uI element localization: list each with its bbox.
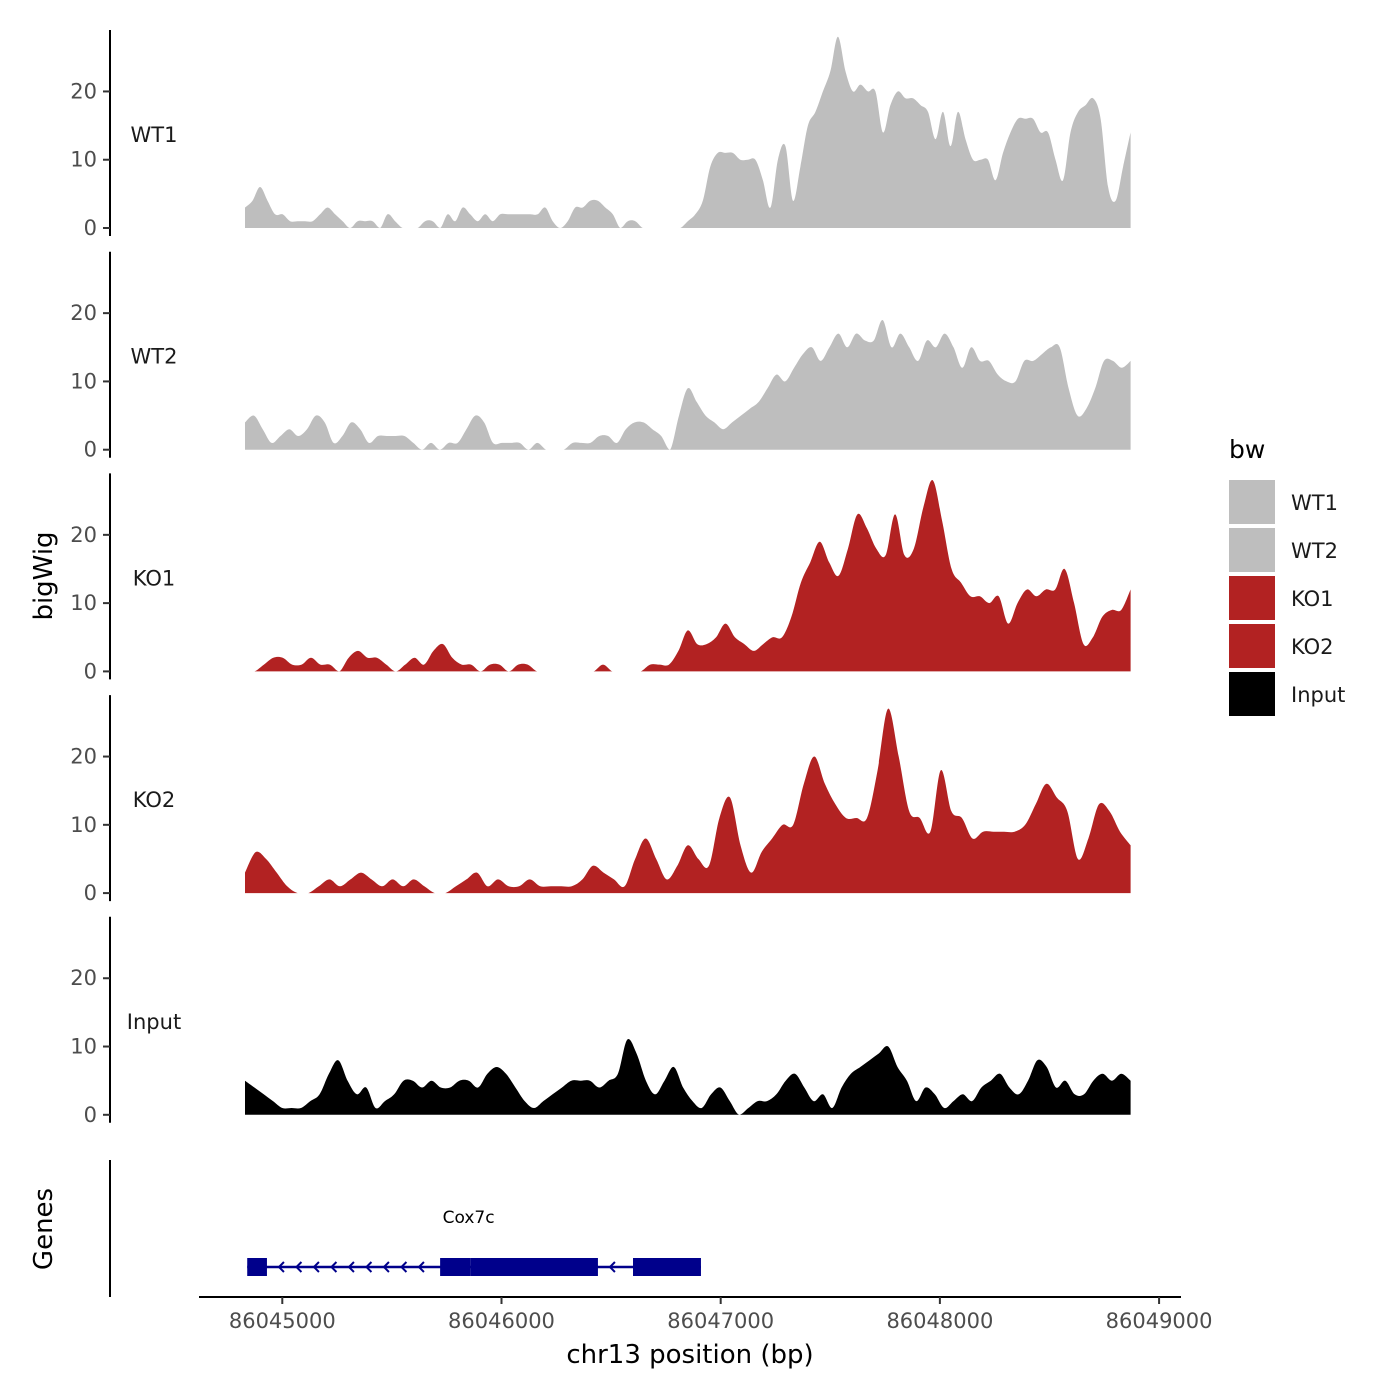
x-axis-title: chr13 position (bp) bbox=[566, 1340, 813, 1370]
exon-block bbox=[247, 1258, 267, 1276]
y-tick-label-ko2: 10 bbox=[70, 813, 97, 837]
x-tick-label: 86045000 bbox=[229, 1309, 336, 1333]
exon-block bbox=[633, 1258, 701, 1276]
x-tick-label: 86049000 bbox=[1106, 1309, 1213, 1333]
track-label-ko2: KO2 bbox=[133, 788, 176, 812]
x-tick-label: 86048000 bbox=[886, 1309, 993, 1333]
strand-arrow bbox=[382, 1261, 390, 1273]
y-tick-label-ko1: 20 bbox=[70, 523, 97, 547]
legend-label-wt1: WT1 bbox=[1291, 491, 1338, 515]
y-tick-label-wt2: 20 bbox=[70, 301, 97, 325]
gene-panel: Cox7c bbox=[109, 1160, 701, 1297]
y-axis-title: bigWig bbox=[29, 531, 59, 620]
legend-swatch-ko2 bbox=[1229, 624, 1275, 668]
y-tick-label-ko2: 0 bbox=[84, 881, 97, 905]
x-tick-label: 86046000 bbox=[448, 1309, 555, 1333]
y-tick-label-wt1: 20 bbox=[70, 79, 97, 103]
track-wt2: 0 10 20 WT2 bbox=[70, 251, 1131, 462]
x-axis: 86045000 86046000 86047000 86048000 86049000 bbox=[199, 1296, 1213, 1333]
legend-label-wt2: WT2 bbox=[1291, 539, 1338, 563]
strand-arrow bbox=[608, 1261, 616, 1273]
legend-label-input: Input bbox=[1291, 683, 1345, 707]
coverage-area-ko1 bbox=[245, 480, 1131, 672]
y-tick-label-input: 10 bbox=[70, 1035, 97, 1059]
legend-swatch-wt2 bbox=[1229, 528, 1275, 572]
x-tick-label: 86047000 bbox=[667, 1309, 774, 1333]
track-wt1: 0 10 20 WT1 bbox=[70, 30, 1131, 240]
legend: bw WT1 WT2 KO1 KO2 Input bbox=[1229, 435, 1345, 716]
strand-arrow bbox=[400, 1261, 408, 1273]
strand-arrow bbox=[277, 1261, 285, 1273]
genes-axis-title: Genes bbox=[29, 1188, 59, 1270]
y-tick-label-ko1: 0 bbox=[84, 659, 97, 683]
gene-models: Cox7c bbox=[247, 1208, 701, 1276]
legend-swatch-wt1 bbox=[1229, 480, 1275, 524]
legend-swatch-input bbox=[1229, 672, 1275, 716]
track-label-ko1: KO1 bbox=[133, 566, 176, 590]
y-tick-label-wt2: 0 bbox=[84, 438, 97, 462]
legend-title: bw bbox=[1229, 435, 1265, 464]
y-tick-label-input: 0 bbox=[84, 1103, 97, 1127]
strand-arrow bbox=[330, 1261, 338, 1273]
coverage-area-wt2 bbox=[245, 319, 1131, 450]
y-tick-label-wt1: 0 bbox=[84, 216, 97, 240]
strand-arrow bbox=[365, 1261, 373, 1273]
gene-label: Cox7c bbox=[443, 1208, 495, 1228]
y-tick-label-wt1: 10 bbox=[70, 148, 97, 172]
track-ko2: 0 10 20 KO2 bbox=[70, 695, 1131, 905]
track-ko1: 0 10 20 KO1 bbox=[70, 473, 1131, 683]
track-label-wt2: WT2 bbox=[131, 345, 178, 369]
track-input: 0 10 20 Input bbox=[70, 916, 1131, 1127]
strand-arrow bbox=[417, 1261, 425, 1273]
exon-block bbox=[440, 1258, 471, 1276]
gene-cox7c: Cox7c bbox=[247, 1208, 701, 1276]
exon-block bbox=[470, 1258, 598, 1276]
track-label-wt1: WT1 bbox=[131, 123, 178, 147]
legend-swatch-ko1 bbox=[1229, 576, 1275, 620]
y-tick-label-wt2: 10 bbox=[70, 369, 97, 393]
y-tick-label-ko1: 10 bbox=[70, 591, 97, 615]
strand-arrow bbox=[312, 1261, 320, 1273]
coverage-area-wt1 bbox=[245, 36, 1131, 228]
legend-label-ko2: KO2 bbox=[1291, 635, 1334, 659]
strand-arrow bbox=[295, 1261, 303, 1273]
track-panels: 0 10 20 WT1 0 10 20 WT2 0 10 20 KO1 0 10 20 KO2 0 10 20 Inp… bbox=[70, 30, 1131, 1127]
legend-label-ko1: KO1 bbox=[1291, 587, 1334, 611]
strand-arrow bbox=[347, 1261, 355, 1273]
track-label-input: Input bbox=[127, 1010, 181, 1034]
y-tick-label-ko2: 20 bbox=[70, 745, 97, 769]
y-tick-label-input: 20 bbox=[70, 966, 97, 990]
coverage-area-input bbox=[245, 1039, 1131, 1115]
coverage-area-ko2 bbox=[245, 708, 1131, 894]
